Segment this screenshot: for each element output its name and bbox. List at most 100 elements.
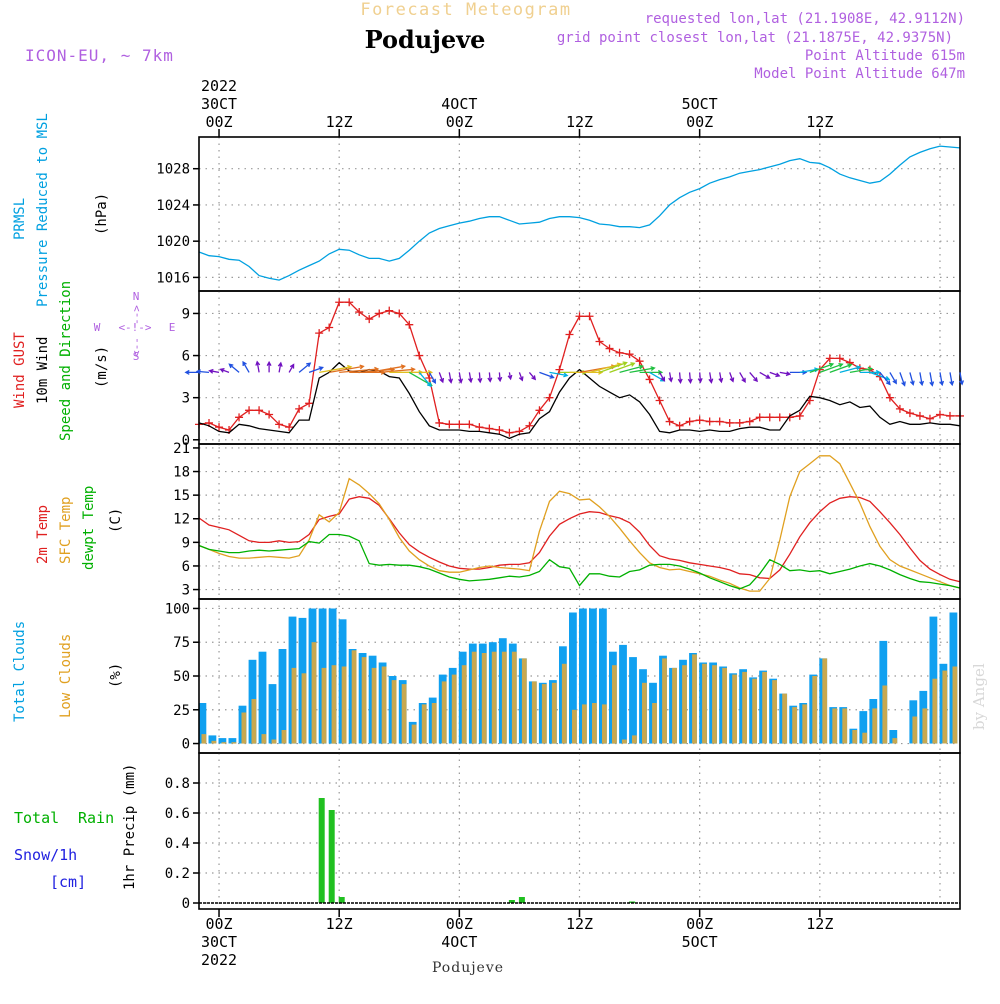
total-clouds-bar [579,608,587,744]
low-clouds-bar [882,685,888,744]
temp-label-unit: (C) [108,508,124,533]
y-tick-label: 12 [173,512,190,528]
wind-direction-arrow [729,372,735,383]
wind-direction-arrow [629,366,656,374]
low-clouds-bar [551,682,557,744]
temp-label-2m: 2m Temp [35,505,51,564]
gust-marker [545,393,554,402]
y-tick-label: 3 [182,583,190,599]
gust-marker [505,428,514,437]
low-clouds-bar [862,732,868,744]
y-tick-label: 21 [173,441,190,457]
low-clouds-bar [451,674,457,744]
gust-marker [695,416,704,425]
y-tick-label: 1020 [156,234,190,250]
gust-marker [665,417,674,426]
gust-marker [535,406,544,415]
y-tick-label: 9 [182,535,190,551]
wind-direction-arrow [697,372,703,384]
low-clouds-bar [441,681,447,744]
y-tick-label: 6 [182,559,190,575]
y-tick-label: 0.6 [165,806,190,822]
gust-marker [485,424,494,433]
low-clouds-bar [712,665,717,744]
temp-label-sfc: SFC Temp [58,497,74,564]
wind-direction-arrow [379,367,416,374]
total-clouds-bar [619,644,627,744]
gust-marker [795,411,804,420]
time-label: 00Z [446,113,473,131]
y-tick-label: 1024 [156,198,190,214]
total-clouds-bar [859,711,868,744]
gust-marker [615,348,624,357]
wind-direction-arrow [448,372,454,384]
wind-direction-arrow [266,360,272,373]
low-clouds-bar [932,678,938,744]
wind-direction-arrow [619,364,645,374]
wind-direction-arrow [949,372,955,387]
low-clouds-bar [652,703,657,744]
wind-panel: Wind GUST 10m Wind Speed and Direction (… [12,281,965,449]
low-clouds-bar [321,667,327,744]
clouds-label-unit: (%) [108,663,124,688]
y-tick-label: 0.4 [165,836,190,852]
y-tick-label: 100 [165,601,190,617]
model-label: ICON-EU, ~ 7km [25,46,174,65]
low-clouds-bar [431,703,437,744]
wind-direction-arrow [539,371,555,379]
low-clouds-bar [952,666,958,744]
footer-location: Podujeve [432,960,504,976]
y-tick-label: 25 [173,703,190,719]
wind-direction-arrow [277,361,283,373]
wind-direction-arrow [687,372,693,384]
wind-direction-arrow [939,372,945,387]
prmsl-line [198,145,961,281]
time-label: 2022 [201,77,237,95]
y-tick-label: 9 [182,306,190,322]
wind-direction-arrow [919,372,925,387]
gust-marker [365,315,374,324]
low-clouds-bar [792,707,797,744]
wind-direction-arrow [428,372,436,384]
wind-direction-arrow [298,362,312,373]
time-label: 30CT [201,95,237,113]
low-clouds-bar [241,712,247,744]
low-clouds-bar [722,667,727,744]
wind-direction-arrow [609,362,636,374]
compass-arrow-down: <-- [130,337,143,357]
time-label: 00Z [205,915,232,933]
gust-marker [245,406,254,415]
gust-marker [675,421,684,430]
wind-direction-arrow [518,372,524,382]
wind-direction-arrow [599,361,628,374]
gust-marker [385,306,394,315]
low-clouds-bar [211,740,217,744]
gust-marker [585,312,594,321]
wind-direction-arrow [288,363,295,373]
precip-label-cm: [cm] [50,873,86,891]
compass-n: N [133,290,140,303]
total-clouds-bar [228,738,237,744]
y-tick-label: 75 [173,635,190,651]
low-clouds-bar [341,666,347,744]
low-clouds-bar [782,693,787,744]
gust-marker [435,418,444,427]
low-clouds-bar [281,730,287,744]
low-clouds-bar [301,673,307,744]
pressure-panel: PRMSL Pressure Reduced to MSL (hPa) 1016… [12,113,961,307]
wind-direction-arrow [255,360,261,373]
time-label: 00Z [205,113,232,131]
gust-marker [415,351,424,360]
low-clouds-bar [692,654,697,744]
wind-direction-arrow [507,372,513,381]
time-label: 00Z [686,915,713,933]
time-label: 00Z [686,113,713,131]
low-clouds-bar [702,663,707,744]
low-clouds-bar [361,657,367,744]
time-label: 00Z [446,915,473,933]
y-tick-label: 0 [182,896,190,912]
wind-direction-arrow [659,372,666,382]
wind-direction-arrow [195,369,210,375]
gust-marker [465,420,474,429]
